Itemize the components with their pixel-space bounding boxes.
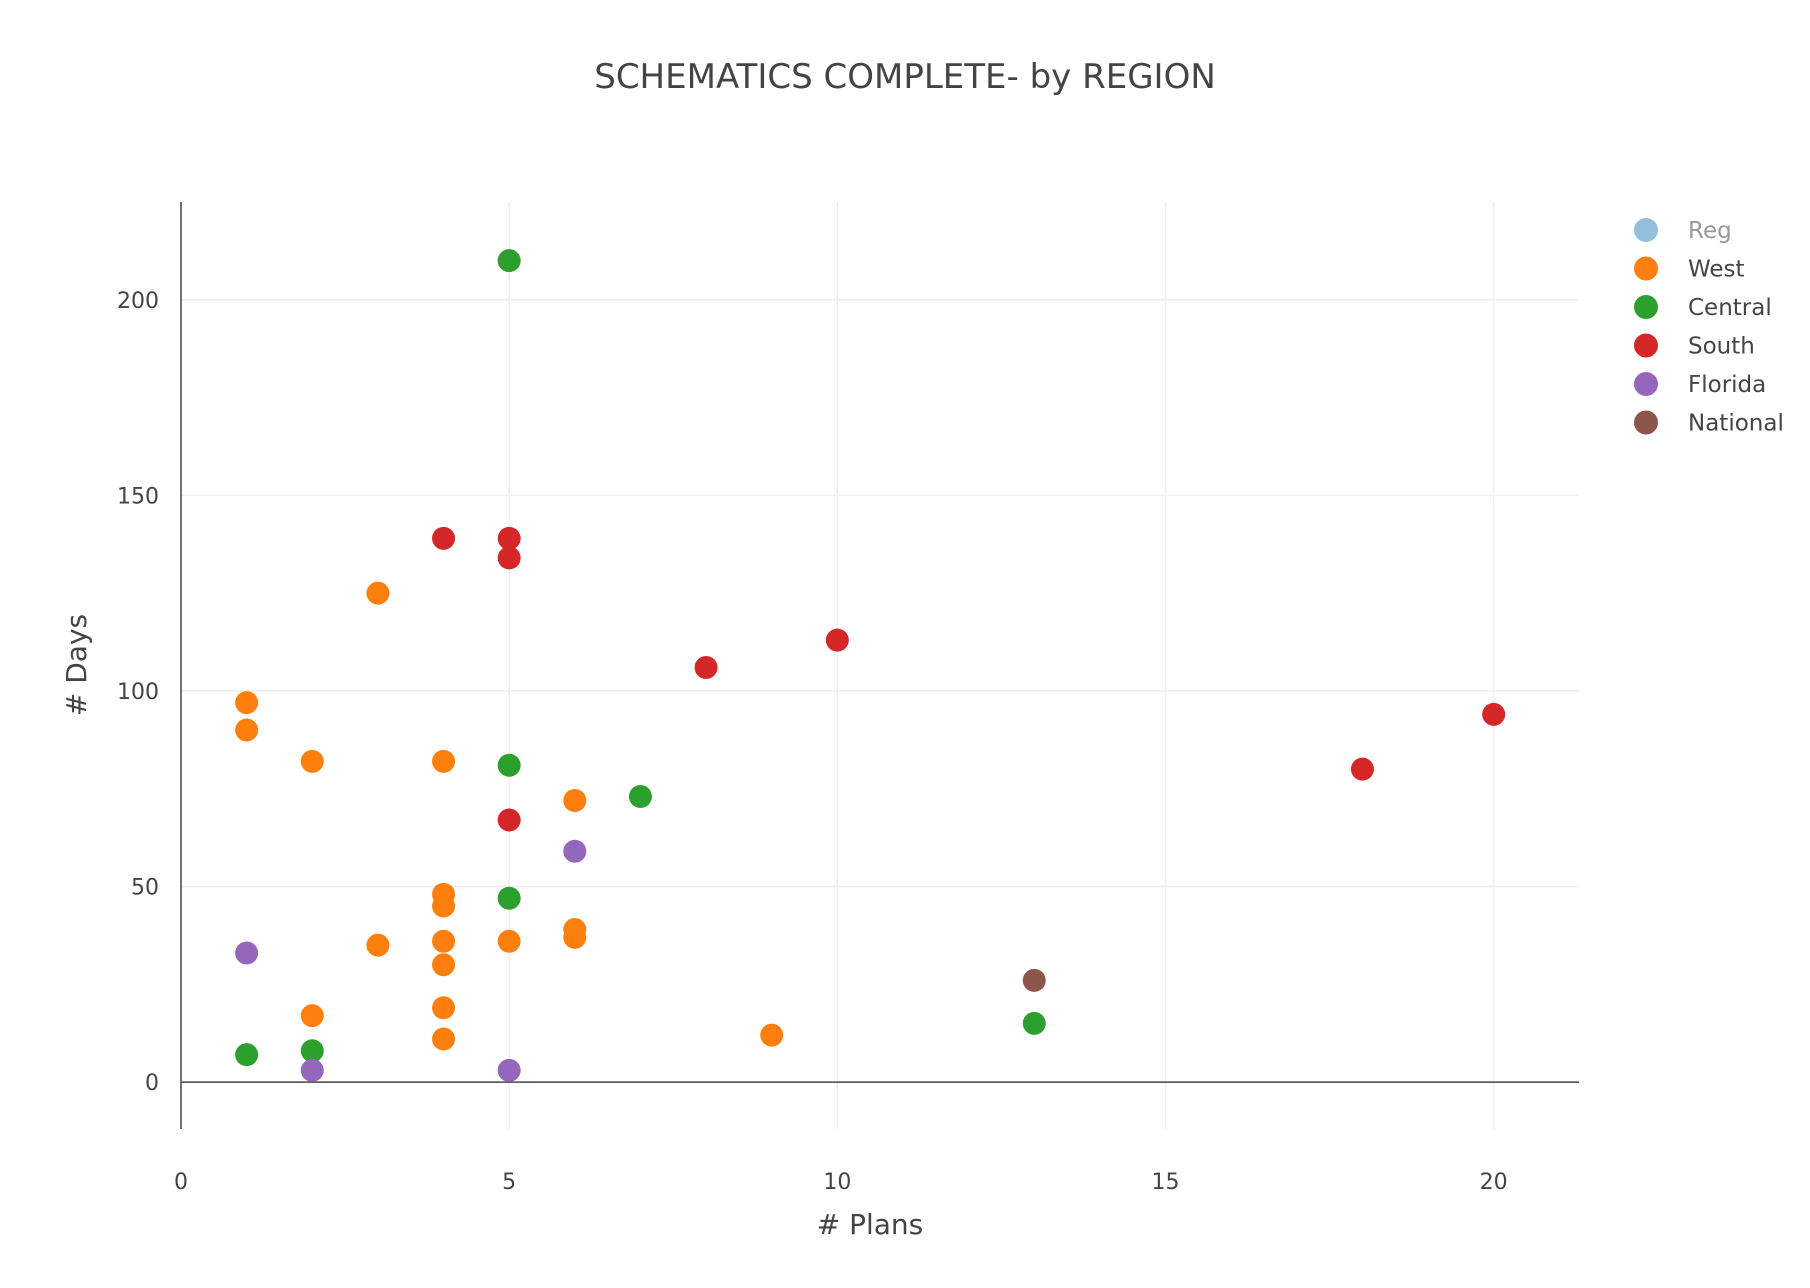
legend-label-reg: Reg — [1688, 218, 1732, 244]
legend-marker-west — [1634, 256, 1658, 281]
data-point-west — [432, 1027, 456, 1051]
data-point-west — [300, 749, 324, 773]
legend-label-florida: Florida — [1688, 372, 1766, 398]
data-point-south — [1482, 702, 1506, 726]
data-point-west — [497, 929, 521, 953]
data-point-central — [300, 1039, 324, 1063]
data-point-central — [497, 249, 521, 273]
data-point-south — [1350, 757, 1374, 781]
data-point-south — [432, 526, 456, 550]
legend-label-west: West — [1688, 257, 1745, 283]
data-point-central — [497, 753, 521, 777]
data-point-central — [1022, 1011, 1046, 1035]
y-axis-title: # Days — [60, 614, 93, 716]
y-tick-label: 100 — [117, 680, 159, 705]
y-tick-label: 150 — [117, 484, 159, 509]
x-tick-label: 10 — [823, 1170, 851, 1195]
data-point-west — [366, 933, 390, 957]
data-point-west — [300, 1004, 324, 1028]
y-tick-label: 50 — [131, 875, 159, 900]
x-tick-label: 5 — [502, 1170, 516, 1195]
legend: Reg West Central South Florida National — [1634, 218, 1784, 437]
data-point-florida — [563, 839, 587, 863]
legend-label-south: South — [1688, 334, 1755, 360]
data-point-south — [694, 655, 718, 679]
data-point-west — [432, 953, 456, 977]
data-point-south — [497, 808, 521, 832]
x-tick-label: 20 — [1480, 1170, 1508, 1195]
data-point-central — [497, 886, 521, 910]
data-point-central — [235, 1043, 259, 1067]
y-tick-label: 200 — [117, 289, 159, 314]
legend-marker-reg — [1634, 218, 1658, 242]
legend-marker-florida — [1634, 372, 1658, 396]
data-point-west — [432, 929, 456, 953]
legend-label-national: National — [1688, 411, 1784, 437]
legend-marker-central — [1634, 295, 1658, 319]
data-point-central — [628, 785, 652, 809]
chart-title: SCHEMATICS COMPLETE- by REGION — [594, 57, 1216, 97]
data-point-west — [432, 894, 456, 918]
data-point-florida — [300, 1058, 324, 1082]
data-point-south — [497, 526, 521, 550]
legend-label-central: Central — [1688, 295, 1772, 321]
data-point-west — [432, 749, 456, 773]
data-point-west — [235, 718, 259, 742]
data-point-west — [235, 691, 259, 715]
data-point-west — [366, 581, 390, 605]
x-tick-label: 15 — [1152, 1170, 1180, 1195]
grid — [181, 202, 1579, 1129]
axes — [180, 202, 1579, 1129]
y-tick-label: 0 — [145, 1071, 159, 1096]
legend-marker-national — [1634, 410, 1658, 435]
data-point-south — [825, 628, 849, 652]
x-axis-title: # Plans — [817, 1208, 924, 1241]
data-point-national — [1022, 968, 1046, 992]
data-point-south — [497, 546, 521, 570]
data-point-west — [563, 788, 587, 812]
data-point-florida — [235, 941, 259, 965]
x-tick-label: 0 — [174, 1170, 188, 1195]
data-point-west — [432, 996, 456, 1020]
data-points — [235, 249, 1506, 1082]
data-point-west — [563, 925, 587, 949]
data-point-florida — [497, 1058, 521, 1082]
data-point-west — [760, 1023, 784, 1047]
legend-marker-south — [1634, 333, 1658, 358]
